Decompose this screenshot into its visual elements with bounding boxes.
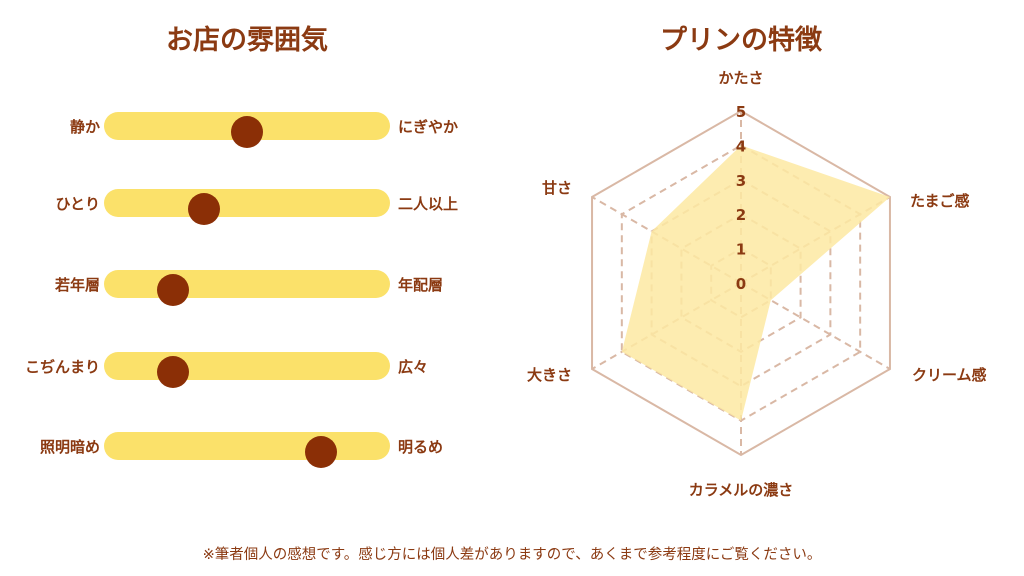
radar-axis-label: カラメルの濃さ xyxy=(689,481,794,499)
radar-tick-label: 5 xyxy=(736,103,746,121)
radar-axis-label: 大きさ xyxy=(527,366,572,384)
radar-tick-label: 1 xyxy=(736,241,746,259)
slider-knob xyxy=(231,116,263,148)
slider-row-lighting: 照明暗め 明るめ xyxy=(0,426,520,468)
slider-row-space: こぢんまり 広々 xyxy=(0,346,520,388)
slider-track xyxy=(104,432,390,468)
radar-tick-labels: 0 1 2 3 4 5 xyxy=(736,103,746,293)
radar-tick-label: 0 xyxy=(736,275,746,293)
slider-track xyxy=(104,270,390,306)
slider-knob xyxy=(188,193,221,225)
slider-left-label: こぢんまり xyxy=(24,358,100,376)
radar-axis-label: 甘さ xyxy=(542,179,572,197)
slider-track xyxy=(104,112,390,148)
radar-axis-label: かたさ xyxy=(718,69,763,87)
radar-axis-label: たまご感 xyxy=(910,192,970,210)
slider-track xyxy=(104,189,390,225)
slider-right-label: 広々 xyxy=(398,358,429,376)
radar-tick-label: 4 xyxy=(736,137,746,155)
footnote: ※筆者個人の感想です。感じ方には個人差がありますので、あくまで参考程度にご覧くだ… xyxy=(202,547,822,563)
slider-knob xyxy=(156,274,189,306)
radar-tick-label: 3 xyxy=(736,172,746,190)
radar-data-area xyxy=(621,145,890,421)
slider-right-label: 年配層 xyxy=(398,276,444,294)
features-title: プリンの特徴 xyxy=(660,25,822,56)
slider-right-label: 二人以上 xyxy=(398,195,459,213)
slider-row-noise: 静か にぎやか xyxy=(0,106,520,148)
radar-axis-label: クリーム感 xyxy=(912,366,987,384)
slider-right-label: にぎやか xyxy=(398,118,459,136)
slider-track xyxy=(104,352,390,388)
slider-knob xyxy=(305,436,338,468)
slider-left-label: 静か xyxy=(69,118,100,136)
radar-tick-label: 2 xyxy=(736,206,746,224)
slider-left-label: 若年層 xyxy=(54,276,100,294)
slider-right-label: 明るめ xyxy=(398,438,444,456)
slider-knob xyxy=(156,356,189,388)
slider-row-age: 若年層 年配層 xyxy=(0,264,520,306)
slider-row-group-size: ひとり 二人以上 xyxy=(0,183,520,225)
slider-left-label: ひとり xyxy=(55,195,100,213)
atmosphere-title: お店の雰囲気 xyxy=(166,25,328,56)
slider-left-label: 照明暗め xyxy=(39,438,100,456)
